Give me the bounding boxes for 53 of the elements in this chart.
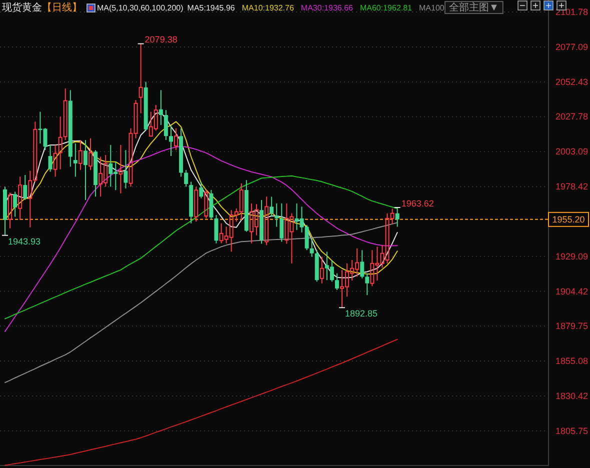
- y-tick-label: 1879.75: [555, 321, 588, 332]
- candlestick: [48, 144, 52, 172]
- candlestick: [310, 238, 314, 258]
- candlestick: [199, 181, 204, 199]
- annotation: 1943.93: [8, 236, 41, 246]
- candlestick: [184, 170, 188, 188]
- candlestick: [320, 256, 324, 284]
- candlestick: [53, 144, 58, 178]
- y-tick-label: 2077.09: [555, 42, 588, 52]
- candlestick: [270, 196, 274, 218]
- y-tick-label: 1855.08: [555, 356, 588, 366]
- y-tick-label: 1805.75: [555, 426, 588, 436]
- y-tick-label: 1978.42: [555, 182, 588, 192]
- candlestick: [83, 140, 88, 201]
- candlestick: [118, 144, 123, 194]
- line-series: [4, 338, 398, 466]
- annotation: 1892.85: [345, 308, 378, 319]
- candlestick: [214, 214, 218, 244]
- chart-title: 现货黄金: [2, 2, 42, 14]
- text: MA30:1936.66: [300, 4, 354, 12]
- candlestick: [73, 142, 78, 178]
- candlestick: [13, 191, 18, 218]
- candlestick: [158, 90, 163, 126]
- candlestick: [274, 202, 279, 228]
- text: MA60:1962.81: [360, 4, 413, 12]
- annotation: 2079.38: [144, 34, 178, 45]
- candlestick: [18, 176, 22, 220]
- y-tick-label: 2052.43: [555, 76, 588, 87]
- text: MA5:1945.96: [187, 4, 236, 12]
- candlestick: [360, 250, 364, 279]
- text: 1963.62: [401, 198, 434, 209]
- candlestick: [23, 174, 28, 201]
- candlestick: [395, 207, 400, 228]
- text: MA10:1932.76: [242, 4, 294, 12]
- text: 全部主图▼: [449, 2, 499, 14]
- y-tick-label: 1929.09: [555, 251, 588, 262]
- text: MA100: [419, 4, 445, 12]
- candlestick: [58, 116, 62, 170]
- candlestick: [168, 124, 173, 157]
- y-tick-label: 1904.42: [555, 286, 588, 296]
- line-series: [4, 175, 398, 320]
- candlestick: [365, 272, 370, 296]
- candlestick: [124, 150, 128, 189]
- chart-subtitle: 【日线】: [42, 2, 82, 14]
- candlestick: [164, 110, 168, 141]
- ref-line-label: 1955.20: [552, 214, 585, 224]
- candlestick: [138, 43, 143, 114]
- y-tick-label: 1830.42: [555, 390, 588, 401]
- candlestick: [334, 272, 339, 291]
- y-tick-label: 2003.09: [555, 146, 588, 157]
- y-tick-label: 2027.78: [555, 112, 588, 122]
- candlestick: [280, 202, 284, 242]
- legend-title: MA(5,10,30,60,100,200): [97, 4, 184, 12]
